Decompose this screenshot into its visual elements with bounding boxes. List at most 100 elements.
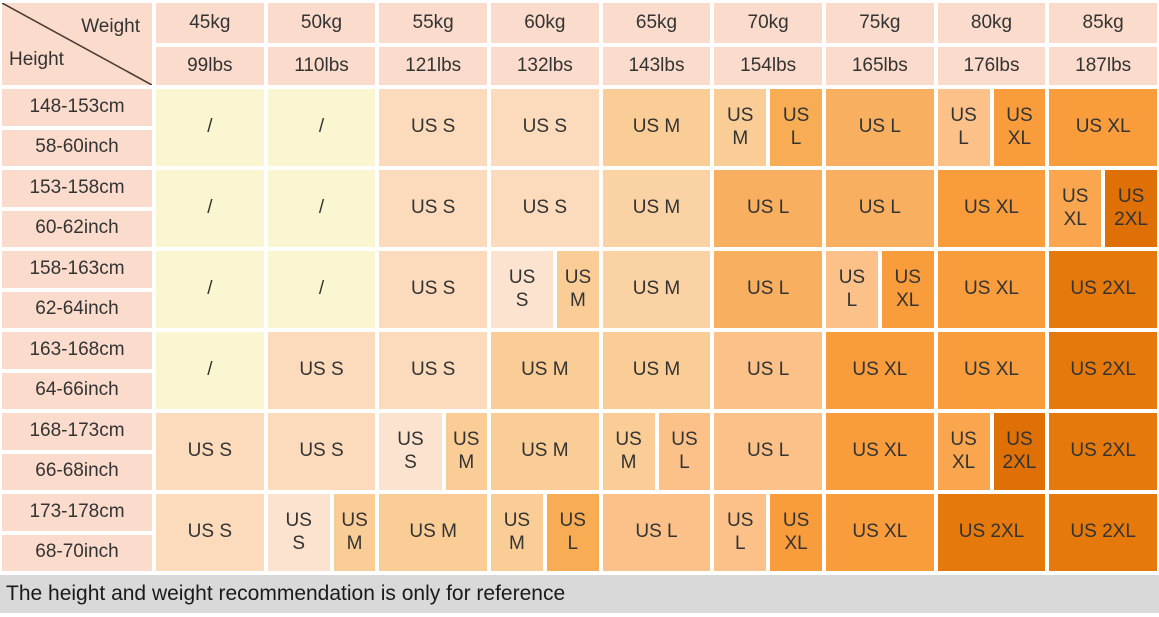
size-cell: / bbox=[156, 332, 264, 409]
size-cell-split: US L US XL bbox=[825, 251, 934, 328]
size-cell-part: US 2XL bbox=[993, 413, 1046, 490]
size-cell-part: US XL bbox=[993, 89, 1046, 166]
size-cell-part: US M bbox=[333, 494, 376, 571]
size-cell-part: US M bbox=[445, 413, 487, 490]
height-row-header: 163-168cm 64-66inch bbox=[2, 332, 152, 409]
size-cell: US XL bbox=[937, 251, 1046, 328]
size-cell: US L bbox=[602, 494, 711, 571]
size-cell-part: US XL bbox=[770, 494, 822, 571]
size-cell-part: US XL bbox=[937, 413, 990, 490]
corner-weight-label: Weight bbox=[81, 16, 140, 37]
size-cell: / bbox=[156, 89, 264, 166]
size-cell: US XL bbox=[1049, 89, 1157, 166]
size-cell: US M bbox=[379, 494, 487, 571]
size-cell-part: US L bbox=[546, 494, 599, 571]
weight-kg-header: 45kg bbox=[156, 3, 264, 43]
height-cm-label: 148-153cm bbox=[2, 89, 152, 126]
size-cell: US S bbox=[379, 251, 487, 328]
size-cell: US S bbox=[490, 170, 599, 247]
weight-kg-header: 70kg bbox=[714, 3, 822, 43]
size-cell: US M bbox=[490, 332, 599, 409]
size-cell-part: US 2XL bbox=[1105, 170, 1157, 247]
size-cell: / bbox=[156, 251, 264, 328]
size-cell: US M bbox=[602, 89, 711, 166]
height-row-header: 153-158cm 60-62inch bbox=[2, 170, 152, 247]
height-cm-label: 158-163cm bbox=[2, 251, 152, 288]
size-cell: US M bbox=[602, 170, 711, 247]
size-cell: US L bbox=[714, 251, 822, 328]
size-cell-part: US L bbox=[658, 413, 711, 490]
size-cell-part: US M bbox=[602, 413, 655, 490]
weight-kg-header: 55kg bbox=[379, 3, 487, 43]
size-cell: US S bbox=[267, 332, 376, 409]
height-cm-label: 168-173cm bbox=[2, 413, 152, 450]
height-inch-label: 66-68inch bbox=[2, 453, 152, 490]
size-cell-part: US L bbox=[937, 89, 990, 166]
size-cell: US S bbox=[267, 413, 376, 490]
weight-lbs-header: 187lbs bbox=[1049, 47, 1157, 85]
weight-lbs-header: 165lbs bbox=[825, 47, 934, 85]
size-cell: / bbox=[156, 170, 264, 247]
diagonal-divider-line bbox=[2, 3, 152, 85]
size-cell: US S bbox=[379, 332, 487, 409]
size-cell-part: US L bbox=[770, 89, 822, 166]
corner-height-label: Height bbox=[9, 49, 64, 71]
weight-kg-header: 65kg bbox=[602, 3, 711, 43]
size-cell-split: US L US XL bbox=[714, 494, 822, 571]
size-cell-split: US XL US 2XL bbox=[937, 413, 1046, 490]
size-cell-part: US M bbox=[714, 89, 767, 166]
size-cell: US XL bbox=[937, 332, 1046, 409]
size-cell-part: US S bbox=[267, 494, 330, 571]
size-cell: US L bbox=[714, 332, 822, 409]
size-cell-part: US XL bbox=[881, 251, 934, 328]
size-cell-split: US S US M bbox=[267, 494, 376, 571]
size-cell: US XL bbox=[825, 494, 934, 571]
weight-kg-header: 60kg bbox=[490, 3, 599, 43]
size-cell: US M bbox=[490, 413, 599, 490]
height-inch-label: 58-60inch bbox=[2, 129, 152, 166]
height-row-header: 173-178cm 68-70inch bbox=[2, 494, 152, 571]
size-cell-split: US L US XL bbox=[937, 89, 1046, 166]
size-cell-split: US M US L bbox=[602, 413, 711, 490]
size-cell-split: US M US L bbox=[490, 494, 599, 571]
size-cell-split: US S US M bbox=[490, 251, 599, 328]
height-cm-label: 163-168cm bbox=[2, 332, 152, 369]
height-inch-label: 68-70inch bbox=[2, 534, 152, 571]
size-cell: US S bbox=[156, 494, 264, 571]
weight-lbs-header: 121lbs bbox=[379, 47, 487, 85]
size-cell: US L bbox=[825, 89, 934, 166]
footer-note-bar: The height and weight recommendation is … bbox=[0, 575, 1159, 613]
size-cell: US L bbox=[714, 170, 822, 247]
diagonal-line bbox=[2, 3, 152, 85]
size-cell-part: US L bbox=[825, 251, 878, 328]
size-cell: US 2XL bbox=[937, 494, 1046, 571]
size-cell: US L bbox=[714, 413, 822, 490]
size-cell-part: US S bbox=[379, 413, 442, 490]
weight-lbs-header: 143lbs bbox=[602, 47, 711, 85]
size-cell: US 2XL bbox=[1049, 413, 1157, 490]
height-cm-label: 173-178cm bbox=[2, 494, 152, 531]
size-cell-part: US XL bbox=[1049, 170, 1102, 247]
size-cell: US S bbox=[490, 89, 599, 166]
size-cell: US 2XL bbox=[1049, 494, 1157, 571]
size-cell: US 2XL bbox=[1049, 251, 1157, 328]
size-cell-split: US XL US 2XL bbox=[1049, 170, 1157, 247]
corner-header-cell: Weight Height bbox=[2, 3, 152, 85]
size-cell: US 2XL bbox=[1049, 332, 1157, 409]
size-cell: US S bbox=[156, 413, 264, 490]
size-cell: US S bbox=[379, 89, 487, 166]
size-cell: / bbox=[267, 170, 376, 247]
weight-lbs-header: 110lbs bbox=[267, 47, 376, 85]
size-cell: US XL bbox=[825, 413, 934, 490]
height-row-header: 168-173cm 66-68inch bbox=[2, 413, 152, 490]
size-cell: US L bbox=[825, 170, 934, 247]
weight-lbs-header: 99lbs bbox=[156, 47, 264, 85]
size-cell-part: US M bbox=[557, 251, 599, 328]
size-cell: US M bbox=[602, 332, 711, 409]
weight-lbs-header: 154lbs bbox=[714, 47, 822, 85]
size-cell-split: US M US L bbox=[714, 89, 822, 166]
height-inch-label: 60-62inch bbox=[2, 210, 152, 247]
size-cell-split: US S US M bbox=[379, 413, 487, 490]
height-row-header: 158-163cm 62-64inch bbox=[2, 251, 152, 328]
height-row-header: 148-153cm 58-60inch bbox=[2, 89, 152, 166]
